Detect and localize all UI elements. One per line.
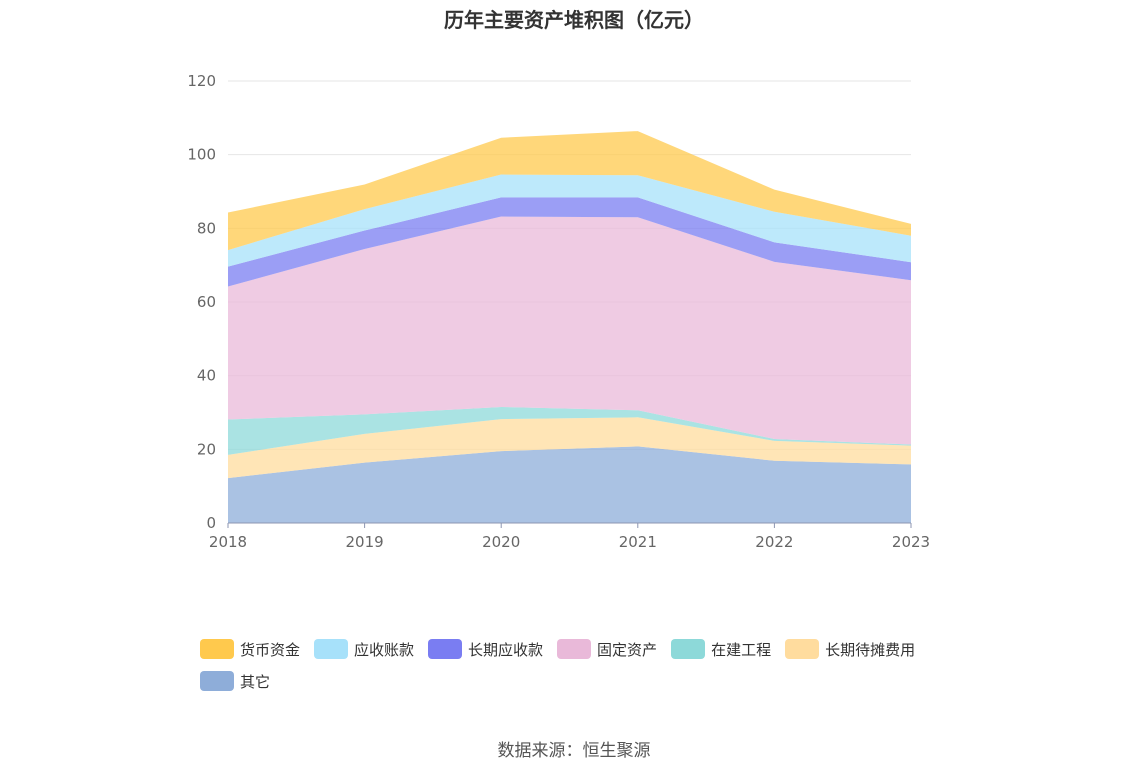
area-series-2: [228, 406, 911, 455]
legend-label: 固定资产: [597, 640, 658, 659]
area-series-4: [228, 197, 911, 287]
legend-label: 其它: [240, 672, 271, 691]
x-tick-label: 2020: [482, 533, 520, 551]
y-tick-label: 0: [206, 514, 216, 532]
legend-label: 应收账款: [354, 640, 415, 659]
x-tick-label: 2018: [209, 533, 247, 551]
legend-swatch: [314, 639, 349, 659]
chart-legend: 货币资金 应收账款 长期应收款 固定资产 在建工程 长期待摊费用其它: [200, 638, 970, 702]
area-series-6: [228, 131, 911, 251]
legend-label: 长期待摊费用: [825, 640, 916, 659]
x-tick-label: 2023: [892, 533, 930, 551]
area-series-3: [228, 216, 911, 445]
legend-swatch: [428, 639, 463, 659]
legend-item[interactable]: 货币资金: [200, 638, 300, 660]
y-tick-label: 80: [197, 219, 216, 237]
legend-item[interactable]: 固定资产: [557, 638, 657, 660]
chart-title: 历年主要资产堆积图（亿元）: [444, 8, 704, 32]
legend-swatch: [671, 639, 706, 659]
legend-item[interactable]: 在建工程: [671, 638, 771, 660]
legend-item[interactable]: 应收账款: [314, 638, 414, 660]
y-tick-label: 100: [187, 146, 216, 164]
area-series-0: [228, 446, 911, 523]
legend-item[interactable]: 其它: [200, 670, 270, 692]
x-tick-label: 2019: [346, 533, 384, 551]
y-tick-label: 60: [197, 293, 216, 311]
legend-swatch: [785, 639, 820, 659]
y-tick-label: 120: [187, 72, 216, 90]
legend-swatch: [557, 639, 592, 659]
legend-label: 货币资金: [240, 640, 301, 659]
y-tick-label: 20: [197, 440, 216, 458]
x-tick-label: 2021: [619, 533, 657, 551]
legend-label: 在建工程: [711, 640, 772, 659]
legend-swatch: [200, 639, 234, 659]
area-series-5: [228, 174, 911, 267]
data-source-note: 数据来源：恒生聚源: [497, 741, 651, 761]
y-tick-label: 40: [197, 367, 216, 385]
legend-swatch: [200, 671, 234, 691]
legend-item[interactable]: 长期应收款: [428, 638, 543, 660]
legend-item[interactable]: 长期待摊费用: [785, 638, 915, 660]
x-tick-label: 2022: [755, 533, 793, 551]
legend-label: 长期应收款: [468, 640, 544, 659]
area-series-1: [228, 417, 911, 479]
